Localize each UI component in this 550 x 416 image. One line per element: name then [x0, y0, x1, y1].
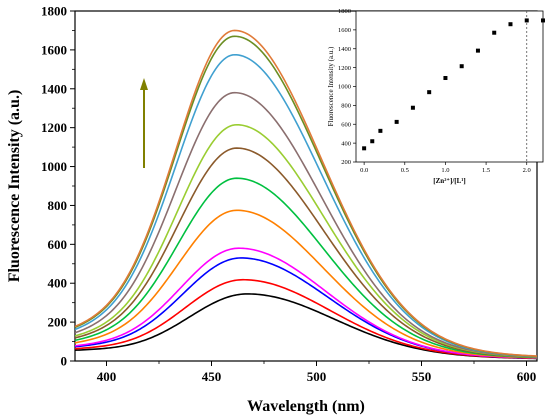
spectrum-series-2 [75, 278, 537, 360]
y-tick-label-1400: 1400 [41, 81, 67, 96]
inset-point-11 [508, 22, 513, 27]
x-axis-title: Wavelength (nm) [247, 398, 365, 415]
inset-point-12 [524, 18, 529, 23]
inset-y-tick-label: 1000 [338, 84, 351, 91]
inset-y-tick-label: 400 [341, 140, 351, 147]
inset-x-axis-title: [Zn²⁺]/[L¹] [433, 177, 465, 185]
inset-x-tick-label: 1.5 [482, 167, 490, 174]
y-tick-label-1600: 1600 [41, 42, 67, 57]
spectrum-series-4 [75, 247, 537, 359]
y-tick-label-800: 800 [48, 198, 68, 213]
inset-point-13 [541, 18, 545, 23]
inset-x-tick-label: 2.0 [523, 167, 531, 174]
y-axis-title: Fluorescence Intensity (a.u.) [6, 90, 23, 283]
y-tick-label-200: 200 [48, 315, 68, 330]
spectrum-series-5 [75, 209, 537, 359]
inset-y-tick-label: 600 [341, 121, 351, 128]
x-tick-label-500: 500 [307, 369, 327, 384]
inset-y-tick-label: 1800 [338, 8, 351, 15]
inset-y-axis-title: Fluorescence Intensity (a.u.) [327, 46, 335, 126]
inset-point-1 [362, 146, 367, 151]
inset-y-tick-label: 200 [341, 159, 351, 166]
inset-x-tick-label: 1.0 [441, 167, 449, 174]
spectrum-series-12 [75, 29, 537, 357]
x-tick-label-400: 400 [97, 369, 117, 384]
inset-point-10 [492, 30, 497, 35]
y-tick-label-1000: 1000 [41, 159, 67, 174]
inset-y-tick-label: 1600 [338, 27, 351, 34]
inset-point-6 [427, 90, 432, 95]
spectrum-series-7 [75, 147, 537, 359]
inset-point-8 [459, 64, 464, 69]
inset-y-tick-label: 1200 [338, 65, 351, 72]
y-tick-label-1200: 1200 [41, 120, 67, 135]
x-tick-label-450: 450 [202, 369, 222, 384]
series-group [75, 29, 537, 360]
inset-titration-chart: 0.0 0.5 1.0 1.5 2.0 200 400 600 800 1000 1200 1400 1… [327, 8, 545, 185]
inset-frame [355, 10, 544, 163]
inset-point-3 [378, 128, 383, 133]
inset-y-tick-label: 800 [341, 103, 351, 110]
spectrum-series-6 [75, 177, 537, 359]
y-tick-label-600: 600 [48, 237, 68, 252]
main-spectrum-chart: 400 450 500 550 600 0 200 400 600 800 1000 1200 1400… [6, 4, 538, 415]
intensity-arrow-head [140, 78, 148, 90]
y-tick-label-400: 400 [48, 276, 68, 291]
x-tick-label-550: 550 [412, 369, 432, 384]
y-tick-label-1800: 1800 [41, 4, 67, 19]
inset-x-tick-label: 0.0 [360, 167, 368, 174]
spectrum-series-9 [75, 91, 537, 358]
inset-point-7 [443, 76, 448, 81]
inset-point-2 [370, 139, 375, 144]
inset-y-tick-label: 1400 [338, 46, 351, 53]
inset-point-5 [410, 105, 415, 110]
inset-x-tick-label: 0.5 [401, 167, 409, 174]
y-tick-label-0: 0 [61, 354, 68, 369]
inset-point-9 [475, 48, 480, 53]
inset-point-4 [394, 119, 399, 124]
spectrum-series-10 [75, 53, 537, 358]
x-tick-label-600: 600 [517, 369, 537, 384]
